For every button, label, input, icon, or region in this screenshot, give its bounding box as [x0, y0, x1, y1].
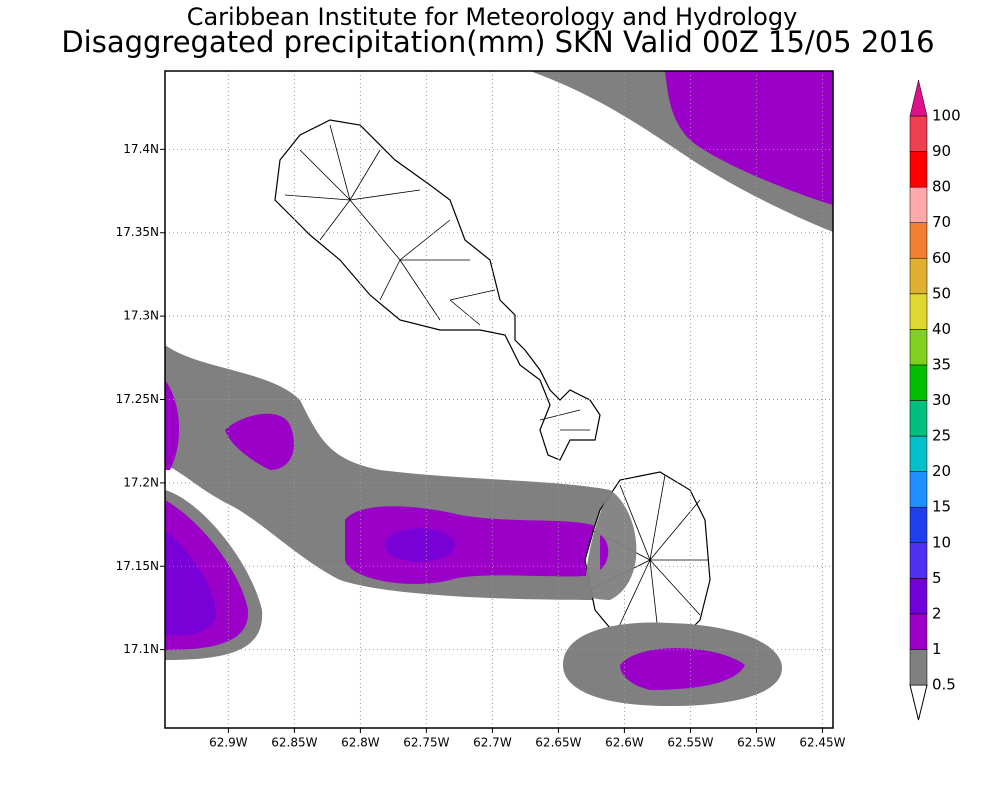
colorbar-label: 70	[932, 213, 951, 231]
colorbar-box	[909, 506, 928, 543]
contour-purple	[665, 71, 833, 205]
y-tick-label: 17.3N	[123, 309, 159, 323]
x-tick-label: 62.7W	[473, 736, 512, 750]
x-tick-label: 62.75W	[403, 736, 449, 750]
island-drainage	[284, 124, 590, 431]
colorbar-label: 5	[932, 569, 942, 587]
colorbar-box	[909, 258, 928, 295]
colorbar-label: 90	[932, 142, 951, 160]
contour-purple	[345, 506, 609, 584]
x-tick-label: 62.85W	[271, 736, 317, 750]
colorbar-over-arrow	[909, 79, 928, 117]
colorbar-box	[909, 435, 928, 472]
colorbar-label: 30	[932, 391, 951, 409]
colorbar-box	[909, 329, 928, 366]
colorbar-box	[909, 364, 928, 401]
contour-dark-purple	[385, 528, 455, 562]
x-tick-label: 62.65W	[535, 736, 581, 750]
colorbar-label: 35	[932, 355, 951, 373]
island-st-kitts	[274, 119, 601, 461]
colorbar-label: 60	[932, 249, 951, 267]
chart-title: Caribbean Institute for Meteorology and …	[187, 3, 798, 31]
contour-purple	[600, 535, 609, 570]
y-tick-label: 17.15N	[116, 559, 159, 573]
y-tick-label: 17.2N	[123, 475, 159, 489]
colorbar-box	[909, 471, 928, 508]
colorbar-label: 40	[932, 320, 951, 338]
colorbar-under-arrow	[909, 684, 928, 721]
contour-purple	[620, 648, 745, 690]
colorbar-label: 20	[932, 462, 951, 480]
colorbar-label: 80	[932, 178, 951, 196]
x-tick-label: 62.9W	[209, 736, 248, 750]
colorbar-label: 0.5	[932, 676, 956, 694]
contour-gray	[585, 490, 637, 600]
contour-purple	[165, 380, 180, 470]
x-tick-label: 62.5W	[737, 736, 776, 750]
colorbar-box	[909, 649, 928, 686]
colorbar-label: 25	[932, 427, 951, 445]
colorbar-box	[909, 542, 928, 579]
x-tick-label: 62.6W	[605, 736, 644, 750]
colorbar-label: 1	[932, 640, 942, 658]
colorbar-box	[909, 115, 928, 152]
contour-purple	[225, 413, 294, 470]
colorbar-box	[909, 222, 928, 259]
y-tick-label: 17.25N	[116, 392, 159, 406]
colorbar-box	[909, 613, 928, 650]
colorbar-box	[909, 293, 928, 330]
x-tick-label: 62.8W	[341, 736, 380, 750]
colorbar-label: 15	[932, 498, 951, 516]
colorbar-box	[909, 186, 928, 223]
contour-dark-purple	[165, 530, 216, 636]
colorbar-label: 2	[932, 604, 942, 622]
y-tick-label: 17.4N	[123, 142, 159, 156]
colorbar-label: 100	[932, 107, 961, 125]
y-tick-label: 17.35N	[116, 225, 159, 239]
colorbar-box	[909, 578, 928, 615]
colorbar-label: 50	[932, 284, 951, 302]
x-tick-label: 62.45W	[799, 736, 845, 750]
y-tick-label: 17.1N	[123, 642, 159, 656]
grid	[165, 71, 833, 728]
colorbar-box	[909, 400, 928, 437]
colorbar-box	[909, 151, 928, 188]
colorbar-label: 10	[932, 533, 951, 551]
map-layers	[165, 71, 833, 706]
x-tick-label: 62.55W	[667, 736, 713, 750]
chart-subtitle: Disaggregated precipitation(mm) SKN Vali…	[61, 25, 934, 59]
